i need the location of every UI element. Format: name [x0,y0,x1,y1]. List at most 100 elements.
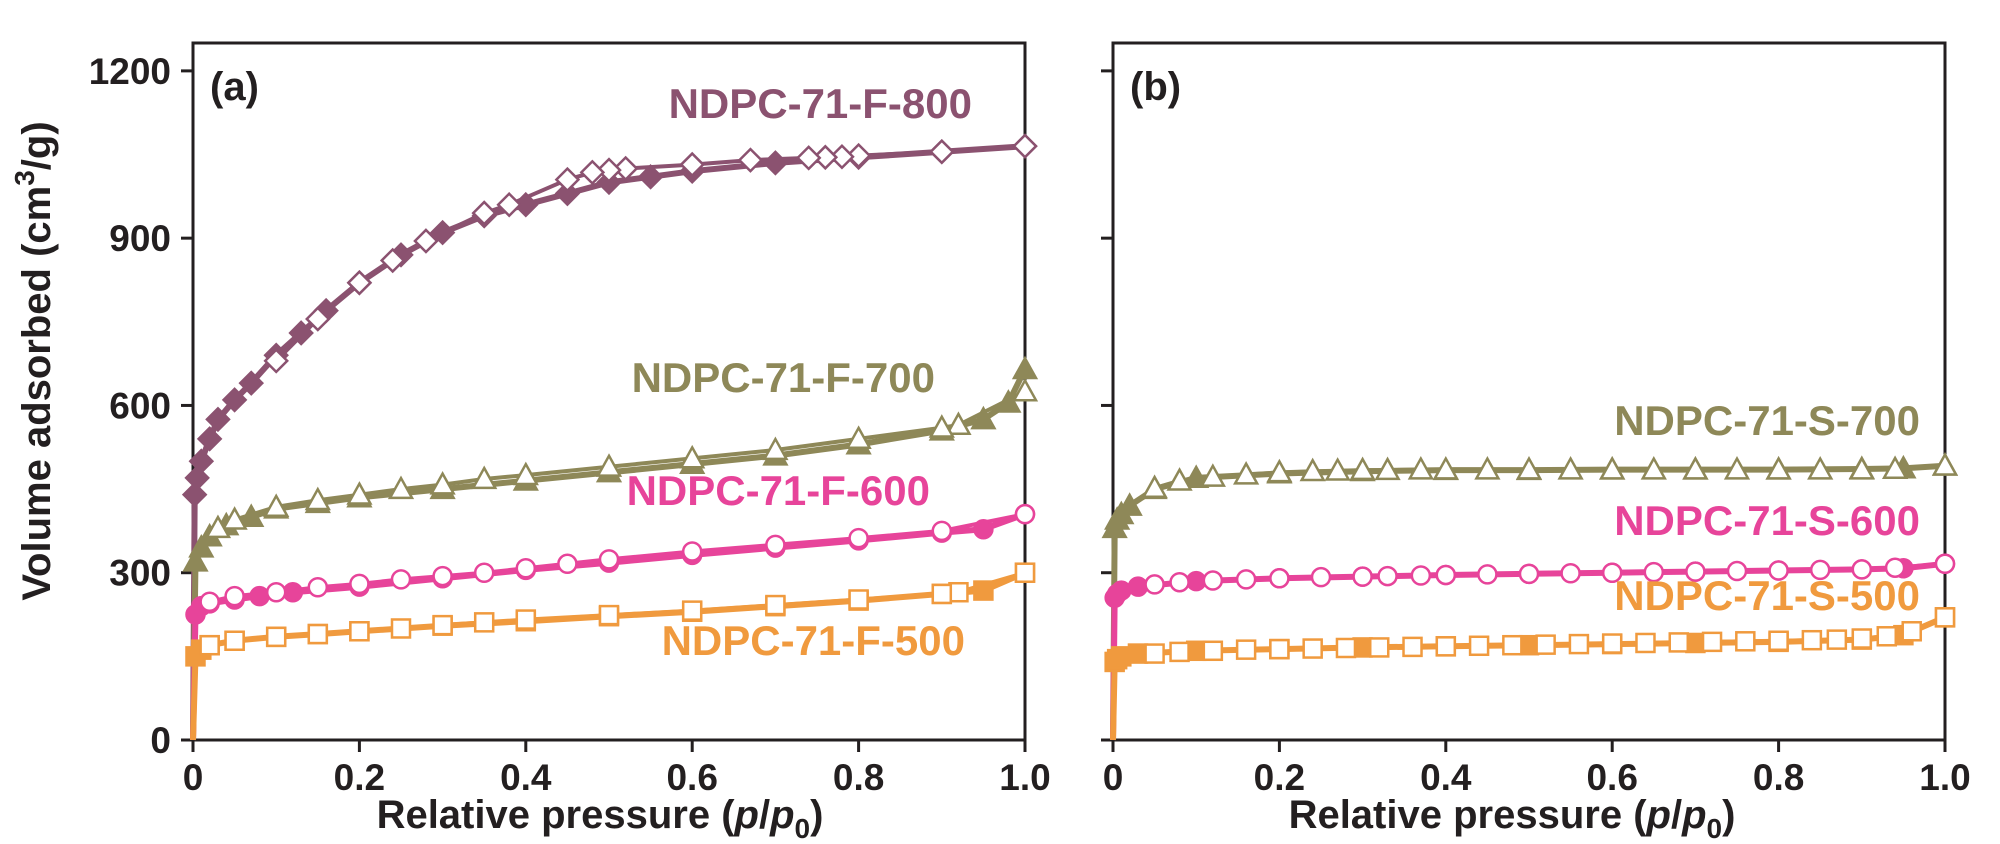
desorption-point [473,562,495,583]
desorption-point [1826,629,1848,650]
desorption-point [554,166,581,193]
desorption-point [1901,621,1922,642]
desorption-point [1012,133,1038,159]
desorption-point [1144,643,1165,664]
desorption-point [1884,557,1906,578]
desorption-point [512,461,539,486]
desorption-point [349,621,370,642]
x-tick-label: 0.4 [1420,757,1472,798]
desorption-point [473,612,495,633]
desorption-point [1768,560,1789,581]
desorption-point [390,618,412,639]
desorption-point [1535,634,1556,655]
adsorption-point [188,448,215,474]
desorption-point [1374,456,1401,481]
desorption-point [598,549,620,570]
desorption-point [1410,565,1432,586]
desorption-point [1299,457,1326,482]
desorption-point [265,626,287,648]
desorption-point [429,471,456,495]
desorption-point [221,506,248,530]
series-NDPC-71-F-800 [181,133,1038,741]
desorption-point [845,425,872,449]
desorption-point [1518,563,1540,585]
desorption-point [1202,570,1224,591]
desorption-point [346,270,373,296]
adsorption-point [181,481,208,508]
desorption-point [224,585,245,607]
desorption-point [432,614,453,636]
desorption-point [263,348,289,374]
desorption-point [1599,455,1626,480]
x-tick-label: 0.2 [334,757,385,798]
desorption-point [1477,564,1498,585]
desorption-point [1349,456,1376,481]
desorption-point [1166,467,1193,491]
desorption-point [762,436,789,461]
desorption-point [1302,638,1323,659]
y-axis-title: Volume adsorbed (cm3/g) [9,121,59,600]
series-label: NDPC-71-S-700 [1614,397,1920,444]
series-NDPC-71-F-600 [185,503,1036,741]
desorption-point [1515,455,1543,480]
desorption-point [848,527,869,549]
x-axis-title-b: Relative pressure (p/p0) [1289,793,1736,844]
desorption-point [515,558,537,579]
x-tick-label: 0.8 [833,757,884,798]
adsorption-point [973,518,994,540]
desorption-point [1468,635,1490,657]
desorption-point [1931,452,1959,476]
adsorption-point [429,219,456,246]
desorption-point [1432,455,1459,480]
desorption-point [1735,631,1756,652]
panel-a: 0 0.2 0.4 0.6 0.8 1.0 0 300 600 900 1200 (a) NDPC-71… [89,41,1051,798]
series-NDPC-71-S-500 [1104,607,1956,741]
desorption-point [1169,641,1190,663]
adsorption-point [1127,643,1149,664]
x-tick-label: 0.2 [1254,757,1305,798]
x-axis-title-a: Relative pressure (p/p0) [377,793,824,844]
desorption-point [765,534,786,556]
desorption-point [795,145,822,171]
desorption-point [1768,630,1789,651]
desorption-point [1324,457,1351,481]
adsorption-point [1116,492,1143,516]
y-tick-label: 900 [109,218,171,259]
adsorption-point [221,387,248,413]
desorption-point [1011,377,1039,402]
y-tick-label: 0 [150,720,171,761]
panel-label: (b) [1130,65,1181,109]
desorption-point [413,228,439,254]
adsorption-point [1011,355,1039,380]
adsorption-point [970,405,997,430]
desorption-point [1560,563,1581,584]
x-tick-label: 0.8 [1753,757,1804,798]
desorption-point [1701,631,1723,653]
desorption-point [579,159,606,186]
desorption-point [379,247,406,274]
desorption-point [679,151,705,178]
desorption-point [304,486,331,511]
desorption-point [931,520,953,542]
desorption-point [765,594,786,616]
desorption-point [349,573,370,595]
desorption-point [1851,628,1873,649]
desorption-point [1934,553,1956,575]
desorption-line [209,570,1026,648]
desorption-point [557,553,578,575]
x-tick-label: 0 [183,757,204,798]
x-tick-label: 0.6 [1586,757,1637,798]
desorption-point [390,569,412,590]
desorption-point [1685,561,1706,582]
desorption-point [1726,560,1748,582]
desorption-point [1402,636,1423,658]
desorption-point [307,623,329,645]
desorption-point [1881,455,1909,480]
adsorption-point [1352,637,1373,658]
desorption-point [945,411,972,436]
desorption-point [1335,637,1357,659]
desorption-point [1169,571,1190,593]
x-tick-label: 1.0 [999,757,1050,798]
desorption-point [1934,607,1956,628]
